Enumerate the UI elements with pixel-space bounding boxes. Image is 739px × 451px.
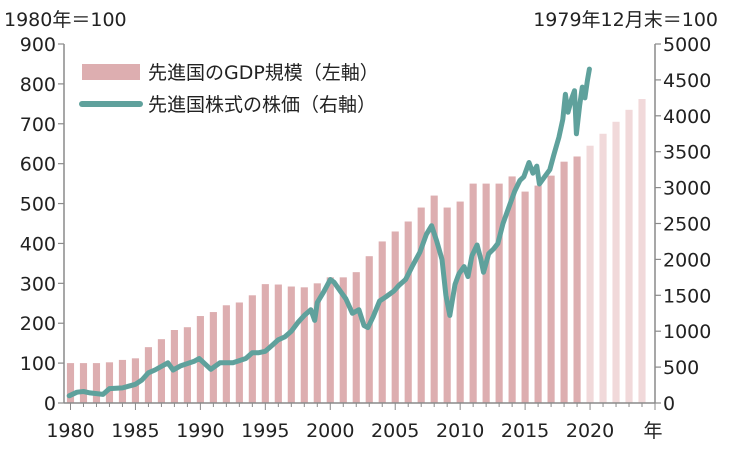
left-tick-label: 800 bbox=[20, 74, 56, 96]
gdp-bar-1991 bbox=[209, 312, 217, 403]
left-tick-label: 0 bbox=[44, 393, 56, 415]
gdp-bar-2000 bbox=[326, 277, 334, 403]
gdp-bar-2023 bbox=[625, 109, 633, 404]
gdp-bar-1982 bbox=[92, 363, 101, 403]
left-tick-label: 100 bbox=[20, 353, 56, 375]
gdp-bar-1997 bbox=[287, 286, 295, 403]
axes: 0 100 200 300 400 500 600 700 800 900 0 500 1000 1500… bbox=[20, 34, 712, 442]
x-tick-label: 2010 bbox=[436, 420, 484, 442]
gdp-bar-2015 bbox=[521, 191, 529, 403]
legend-label-stock: 先進国株式の株価（右軸） bbox=[148, 94, 376, 116]
right-tick-label: 2500 bbox=[663, 214, 711, 236]
x-tick-label: 2000 bbox=[306, 420, 354, 442]
x-axis-suffix: 年 bbox=[643, 420, 662, 442]
gdp-bar-2007 bbox=[417, 207, 425, 403]
left-tick-label: 600 bbox=[20, 154, 56, 176]
right-tick-label: 1000 bbox=[663, 321, 711, 343]
gdp-bar-2024 bbox=[638, 99, 646, 404]
gdp-bar-2004 bbox=[378, 241, 386, 403]
gdp-bar-2011 bbox=[469, 183, 477, 403]
legend-label-gdp: 先進国のGDP規模（左軸） bbox=[148, 62, 379, 84]
gdp-bar-1998 bbox=[300, 287, 308, 403]
gdp-bars bbox=[66, 99, 646, 404]
legend-swatch-gdp bbox=[82, 64, 140, 80]
gdp-bar-2017 bbox=[547, 175, 555, 403]
gdp-bar-2005 bbox=[391, 231, 399, 403]
right-tick-label: 3500 bbox=[663, 142, 711, 164]
left-tick-label: 700 bbox=[20, 114, 56, 136]
right-tick-label: 500 bbox=[663, 357, 699, 379]
gdp-bar-1987 bbox=[157, 339, 165, 403]
right-tick-label: 5000 bbox=[663, 34, 711, 56]
gdp-bar-2018 bbox=[560, 161, 568, 403]
gdp-bar-2019 bbox=[573, 156, 581, 403]
legend: 先進国のGDP規模（左軸） 先進国株式の株価（右軸） bbox=[79, 62, 379, 116]
right-tick-label: 0 bbox=[663, 393, 675, 415]
left-tick-label: 900 bbox=[20, 34, 56, 56]
gdp-bar-2006 bbox=[404, 221, 412, 403]
right-tick-label: 4000 bbox=[663, 106, 711, 128]
gdp-bar-1999 bbox=[313, 283, 321, 403]
gdp-bar-1984 bbox=[118, 359, 127, 403]
left-tick-label: 500 bbox=[20, 194, 56, 216]
gdp-bar-2021 bbox=[599, 133, 607, 403]
gdp-bar-1981 bbox=[79, 363, 88, 403]
x-tick-label: 1995 bbox=[241, 420, 289, 442]
x-tick-label: 2020 bbox=[566, 420, 614, 442]
x-tick-label: 2015 bbox=[501, 420, 549, 442]
gdp-bar-2012 bbox=[482, 183, 490, 403]
left-tick-label: 400 bbox=[20, 233, 56, 255]
gdp-bar-2020 bbox=[586, 145, 594, 403]
left-tick-label: 200 bbox=[20, 313, 56, 335]
gdp-bar-1980 bbox=[66, 363, 75, 403]
x-tick-label: 2005 bbox=[371, 420, 419, 442]
x-tick-label: 1990 bbox=[176, 420, 224, 442]
gdp-bar-1994 bbox=[248, 295, 256, 403]
gdp-bar-2002 bbox=[352, 272, 360, 403]
gdp-bar-2013 bbox=[495, 183, 503, 403]
x-tick-label: 1980 bbox=[46, 420, 94, 442]
gdp-bar-1985 bbox=[131, 358, 140, 403]
right-tick-label: 2000 bbox=[663, 249, 711, 271]
gdp-bar-1992 bbox=[222, 305, 230, 403]
right-tick-label: 3000 bbox=[663, 178, 711, 200]
gdp-bar-1983 bbox=[105, 362, 114, 403]
right-tick-label: 1500 bbox=[663, 285, 711, 307]
gdp-bar-2001 bbox=[339, 277, 347, 403]
gdp-bar-1993 bbox=[235, 302, 243, 403]
gdp-bar-2022 bbox=[612, 121, 620, 404]
gdp-bar-2010 bbox=[456, 201, 464, 403]
gdp-bar-2014 bbox=[508, 176, 516, 403]
x-tick-label: 1985 bbox=[111, 420, 159, 442]
right-tick-label: 4500 bbox=[663, 70, 711, 92]
left-axis-unit-label: 1980年＝100 bbox=[4, 9, 127, 31]
gdp-bar-2008 bbox=[430, 195, 438, 403]
stock-line bbox=[66, 66, 592, 399]
gdp-bar-2016 bbox=[534, 185, 542, 403]
gdp-bar-1995 bbox=[261, 284, 269, 403]
right-axis-unit-label: 1979年12月末＝100 bbox=[533, 9, 718, 31]
gdp-bar-1996 bbox=[274, 284, 282, 403]
left-tick-label: 300 bbox=[20, 273, 56, 295]
stock-line-layer bbox=[66, 66, 592, 399]
